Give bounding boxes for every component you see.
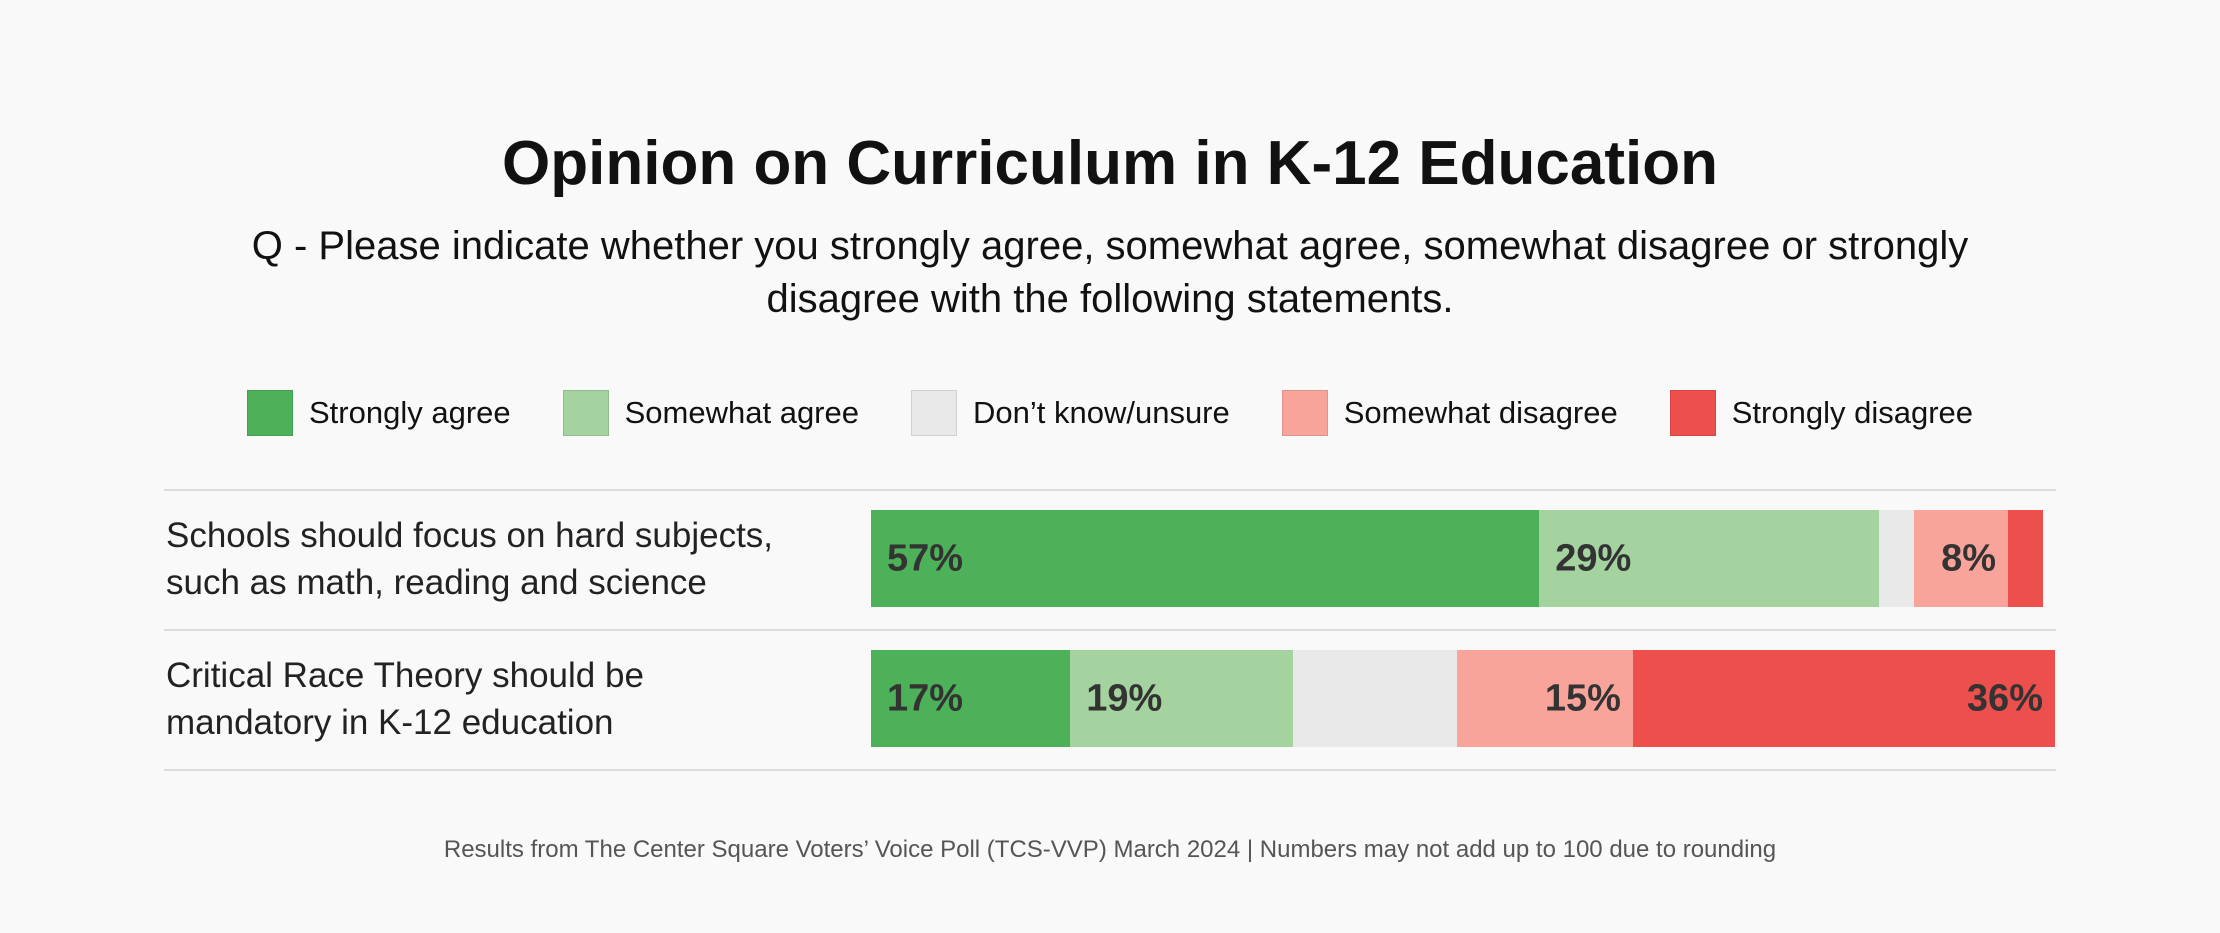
bar-segment: 36%: [1632, 650, 2055, 747]
legend-label: Don’t know/unsure: [973, 395, 1230, 430]
row-divider: [164, 629, 2056, 631]
bar-segment: 57%: [871, 510, 1540, 607]
legend-swatch: [1669, 390, 1716, 436]
legend-swatch: [247, 390, 293, 436]
category-label: Schools should focus on hard subjects, su…: [166, 512, 773, 606]
row-divider: [164, 489, 2056, 491]
legend-swatch: [911, 390, 957, 436]
legend-item: Don’t know/unsure: [911, 390, 1230, 436]
legend-item: Strongly disagree: [1669, 390, 1973, 436]
bar-segment: [1879, 510, 1915, 607]
category-line: mandatory in K-12 education: [166, 703, 614, 742]
data-label: 29%: [1555, 537, 1632, 579]
data-label: 57%: [887, 537, 964, 579]
row-divider: [164, 769, 2056, 771]
category-line: Schools should focus on hard subjects,: [166, 516, 774, 555]
legend-swatch: [1281, 390, 1328, 436]
bar-segment: 29%: [1539, 510, 1880, 607]
data-label: 19%: [1086, 677, 1163, 719]
data-label: 17%: [887, 677, 964, 719]
data-label: 15%: [1544, 677, 1621, 719]
legend-item: Somewhat agree: [562, 390, 859, 436]
data-label: 36%: [1966, 677, 2043, 719]
legend-swatch: [562, 390, 609, 436]
legend-label: Strongly agree: [309, 395, 511, 430]
bar-segment: [1293, 650, 1458, 747]
footnote: Results from The Center Square Voters’ V…: [443, 836, 1777, 863]
legend-label: Somewhat agree: [624, 395, 859, 430]
category-label: Critical Race Theory should be mandatory …: [166, 652, 644, 746]
bar-segment: 8%: [1914, 510, 2009, 607]
legend-label: Somewhat disagree: [1343, 395, 1618, 430]
subtitle-line: disagree with the following statements.: [766, 277, 1454, 321]
bar-segment: 19%: [1070, 650, 1293, 747]
chart-subtitle: Q - Please indicate whether you strongly…: [0, 220, 2220, 326]
bar-segment: 17%: [871, 650, 1071, 747]
legend-item: Strongly agree: [247, 390, 511, 436]
category-line: Critical Race Theory should be: [166, 656, 644, 695]
data-label: 8%: [1941, 537, 1997, 579]
category-line: such as math, reading and science: [166, 563, 707, 602]
chart-title: Opinion on Curriculum in K-12 Education: [502, 129, 1718, 198]
subtitle-line: Q - Please indicate whether you strongly…: [251, 224, 1969, 268]
legend-label: Strongly disagree: [1731, 395, 1973, 430]
bar-segment: 15%: [1457, 650, 1633, 747]
legend: Strongly agree Somewhat agree Don’t know/u…: [0, 390, 2220, 436]
legend-item: Somewhat disagree: [1281, 390, 1618, 436]
bar-segment: [2008, 510, 2044, 607]
